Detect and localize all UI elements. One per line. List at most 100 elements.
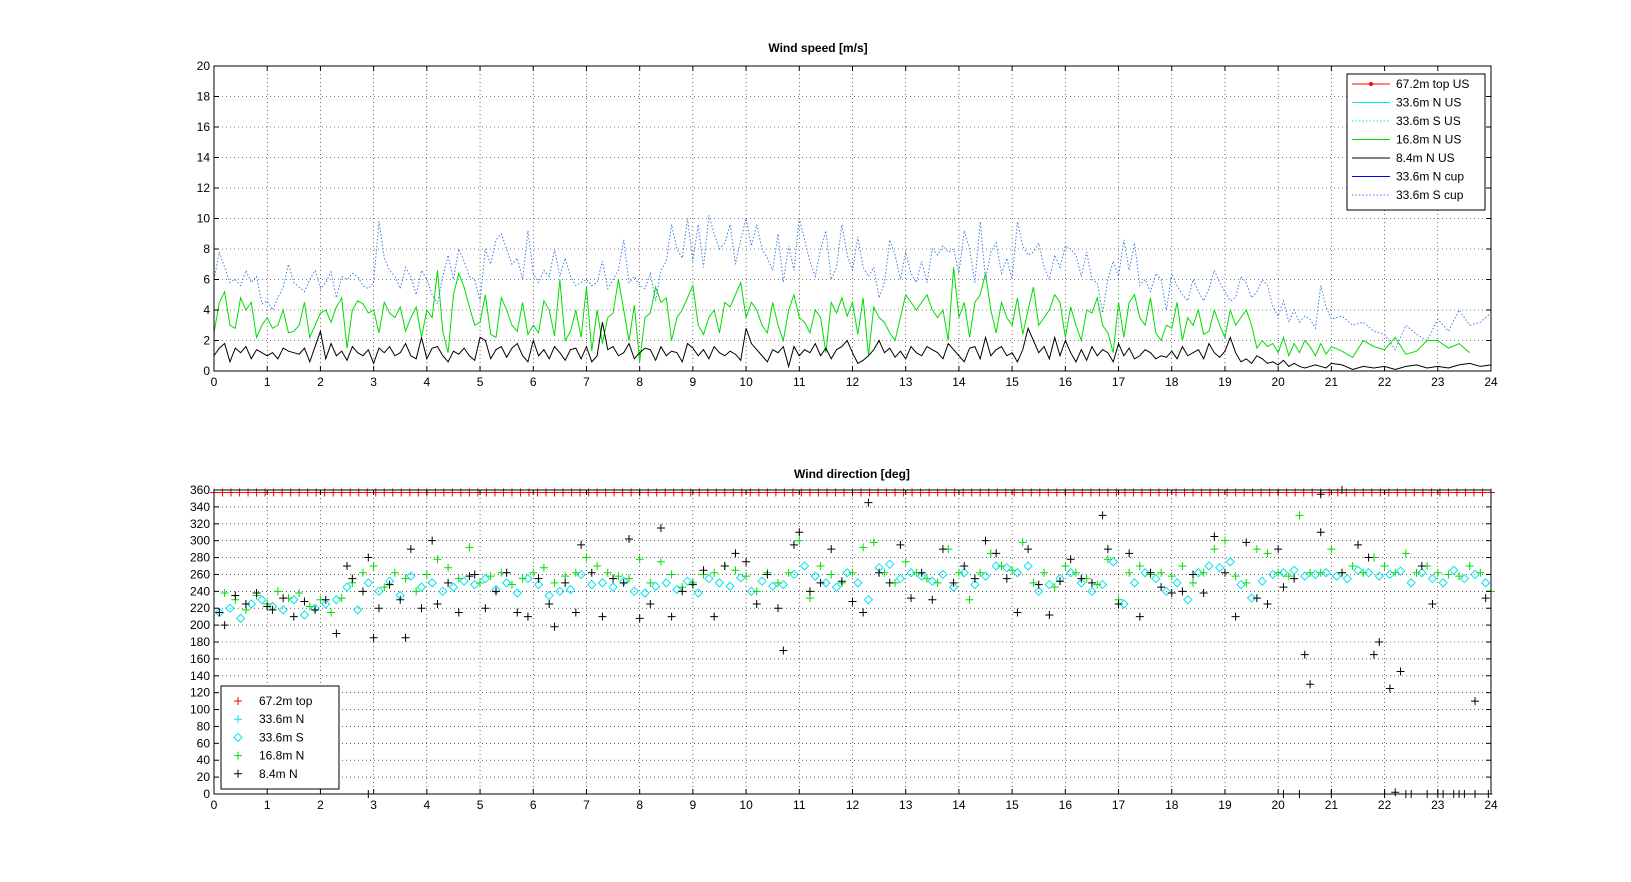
dir-legend-label-8-4m-n: 8.4m N [259,767,298,781]
wind-direction-ticks: 0 1 2 3 4 5 6 7 8 9 10 11 12 13 14 15 16 17 18 19 20 21 22 23 24… [190,483,1498,812]
speed-ytick-label-6: 6 [203,273,210,287]
speed-xtick-label-13: 13 [899,375,913,389]
dir-xtick-label-21: 21 [1325,798,1339,812]
dir-point-8-4m-n [502,568,511,577]
dir-point-8-4m-n [625,534,634,543]
dir-point-8-4m-n [1103,545,1112,554]
dir-point-33-6m-s [853,578,863,588]
dir-point-16-8m-n [997,562,1006,570]
dir-point-16-8m-n [1274,568,1283,577]
dir-ytick-label-120: 120 [190,686,210,700]
dir-point-8-4m-n [779,646,788,655]
dir-ytick-label-160: 160 [190,652,210,666]
dir-point-33-6m-s [512,588,522,598]
dir-ytick-label-60: 60 [197,736,211,750]
dir-point-8-4m-n [1167,589,1176,598]
dir-point-16-8m-n [646,578,655,587]
dir-point-8-4m-n [1252,594,1261,603]
dir-xtick-label-10: 10 [739,798,753,812]
dir-point-33-6m-s [629,586,640,597]
wind-speed-plot: Wind speed [m/s] 0 1 2 3 4 5 6 7 8 9 10 11 12 13 14 15 1… [197,41,1498,389]
dir-point-33-6m-s [640,588,650,598]
dir-point-8-4m-n [795,528,804,537]
dir-point-8-4m-n [571,608,580,617]
speed-ytick-label-4: 4 [203,303,210,317]
dir-point-16-8m-n [1220,536,1229,545]
dir-ytick-label-40: 40 [197,753,211,767]
dir-point-33-6m-s [533,579,544,590]
dir-point-33-6m-s [1321,568,1331,578]
dir-point-8-4m-n [348,574,357,583]
dir-point-33-6m-s [1257,576,1267,586]
speed-ytick-label-20: 20 [197,59,211,73]
dir-point-8-4m-n [534,574,543,583]
dir-point-33-6m-s [1172,578,1182,588]
dir-point-33-6m-s [438,586,448,597]
dir-point-33-6m-s [916,571,927,581]
dir-xtick-label-20: 20 [1271,798,1285,812]
dir-point-8-4m-n [938,545,947,554]
dir-point-8-4m-n [1369,650,1378,659]
speed-xtick-label-22: 22 [1378,375,1392,389]
dir-point-8-4m-n [609,574,618,583]
speed-ytick-label-10: 10 [197,212,211,226]
dir-point-8-4m-n [875,568,884,577]
dir-xtick-label-4: 4 [423,798,430,812]
dir-xtick-label-9: 9 [690,798,697,812]
dir-point-33-6m-s [1076,578,1087,588]
dir-point-16-8m-n [1284,572,1293,581]
dir-point-16-8m-n [1242,578,1251,587]
dir-point-33-6m-s [970,579,980,590]
speed-legend-label-8-4m-n-us: 8.4m N US [1396,151,1455,165]
dir-point-33-6m-s [321,599,331,609]
dir-point-33-6m-s [863,595,874,605]
dir-point-33-6m-s [1246,593,1257,603]
dir-point-8-4m-n [1189,570,1198,579]
dir-point-8-4m-n [332,629,341,638]
dir-point-8-4m-n [1338,568,1347,577]
dir-point-16-8m-n [1401,549,1410,558]
dir-point-33-6m-s [746,586,757,597]
dir-point-16-8m-n [742,572,751,581]
dir-point-8-4m-n [816,578,825,587]
dir-point-8-4m-n [949,578,958,587]
dir-point-8-4m-n [1471,697,1480,706]
dir-point-16-8m-n [954,568,963,577]
dir-point-33-6m-s [799,561,810,571]
dir-point-33-6m-s [1193,568,1204,578]
dir-point-8-4m-n [646,600,655,608]
dir-point-16-8m-n [933,578,942,587]
dir-point-16-8m-n [976,568,985,577]
speed-xtick-label-8: 8 [636,375,643,389]
dir-point-33-6m-s [1331,571,1342,581]
dir-point-16-8m-n [731,566,740,575]
dir-point-33-6m-s [299,610,310,620]
dir-point-16-8m-n [922,574,931,583]
dir-point-8-4m-n [396,595,405,604]
dir-point-16-8m-n [539,563,548,572]
speed-xtick-label-21: 21 [1325,375,1339,389]
wind-speed-grid [214,66,1491,371]
dir-point-8-4m-n [1396,667,1405,676]
dir-point-16-8m-n [486,572,495,581]
dir-point-33-6m-s [278,605,288,615]
speed-xtick-label-24: 24 [1484,375,1498,389]
dir-point-33-6m-s [597,578,608,588]
dir-point-16-8m-n [1008,566,1017,575]
dir-point-16-8m-n [1465,562,1474,570]
speed-xtick-label-4: 4 [423,375,430,389]
dir-point-33-6m-s [374,586,384,597]
dir-point-8-4m-n [492,587,501,596]
dir-point-8-4m-n [960,562,969,570]
dir-point-33-6m-s [1097,579,1108,590]
speed-legend-marker-67-2m-top-us [1369,82,1373,86]
dir-point-8-4m-n [1114,600,1123,608]
dir-point-8-4m-n [789,540,798,549]
dir-point-16-8m-n [465,543,474,552]
dir-point-33-6m-s [650,581,661,591]
dir-point-8-4m-n [859,608,868,617]
dir-xtick-label-0: 0 [211,798,218,812]
dir-point-33-6m-s [608,582,618,592]
dir-point-33-6m-s [1012,568,1023,578]
dir-ytick-label-220: 220 [190,601,210,615]
